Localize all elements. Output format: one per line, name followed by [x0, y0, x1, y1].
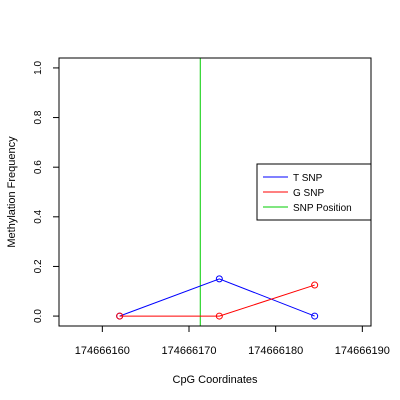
legend-label-snp-position: SNP Position	[293, 203, 352, 214]
data-point-g-snp	[311, 281, 319, 289]
data-point-t-snp	[215, 275, 223, 283]
y-axis-label: Methylation Frequency	[6, 136, 18, 248]
y-tick-label: 0.2	[33, 259, 44, 273]
legend-label-g-snp: G SNP	[293, 188, 324, 199]
y-tick-label: 0.0	[33, 309, 44, 323]
axes-layer: 174666160 174666170 174666180 174666190 0.0 0…	[33, 61, 390, 357]
y-tick-label: 0.6	[33, 160, 44, 174]
points-layer	[116, 275, 319, 320]
data-point-g-snp	[116, 312, 124, 320]
x-tick-label: 174666160	[75, 345, 130, 357]
x-tick-label: 174666170	[161, 345, 216, 357]
y-tick-label: 1.0	[33, 61, 44, 75]
y-tick-label: 0.8	[33, 110, 44, 124]
series-line-g-snp	[119, 284, 315, 317]
legend: T SNP G SNP SNP Position	[256, 163, 372, 221]
y-tick-label: 0.4	[33, 209, 44, 223]
data-point-t-snp	[311, 312, 319, 320]
x-tick-label: 174666180	[248, 345, 303, 357]
series-line-t-snp	[119, 278, 315, 317]
legend-label-t-snp: T SNP	[293, 173, 323, 184]
series-layer	[119, 58, 315, 326]
data-point-g-snp	[215, 312, 223, 320]
x-axis-label: CpG Coordinates	[173, 374, 258, 386]
x-tick-label: 174666190	[335, 345, 390, 357]
